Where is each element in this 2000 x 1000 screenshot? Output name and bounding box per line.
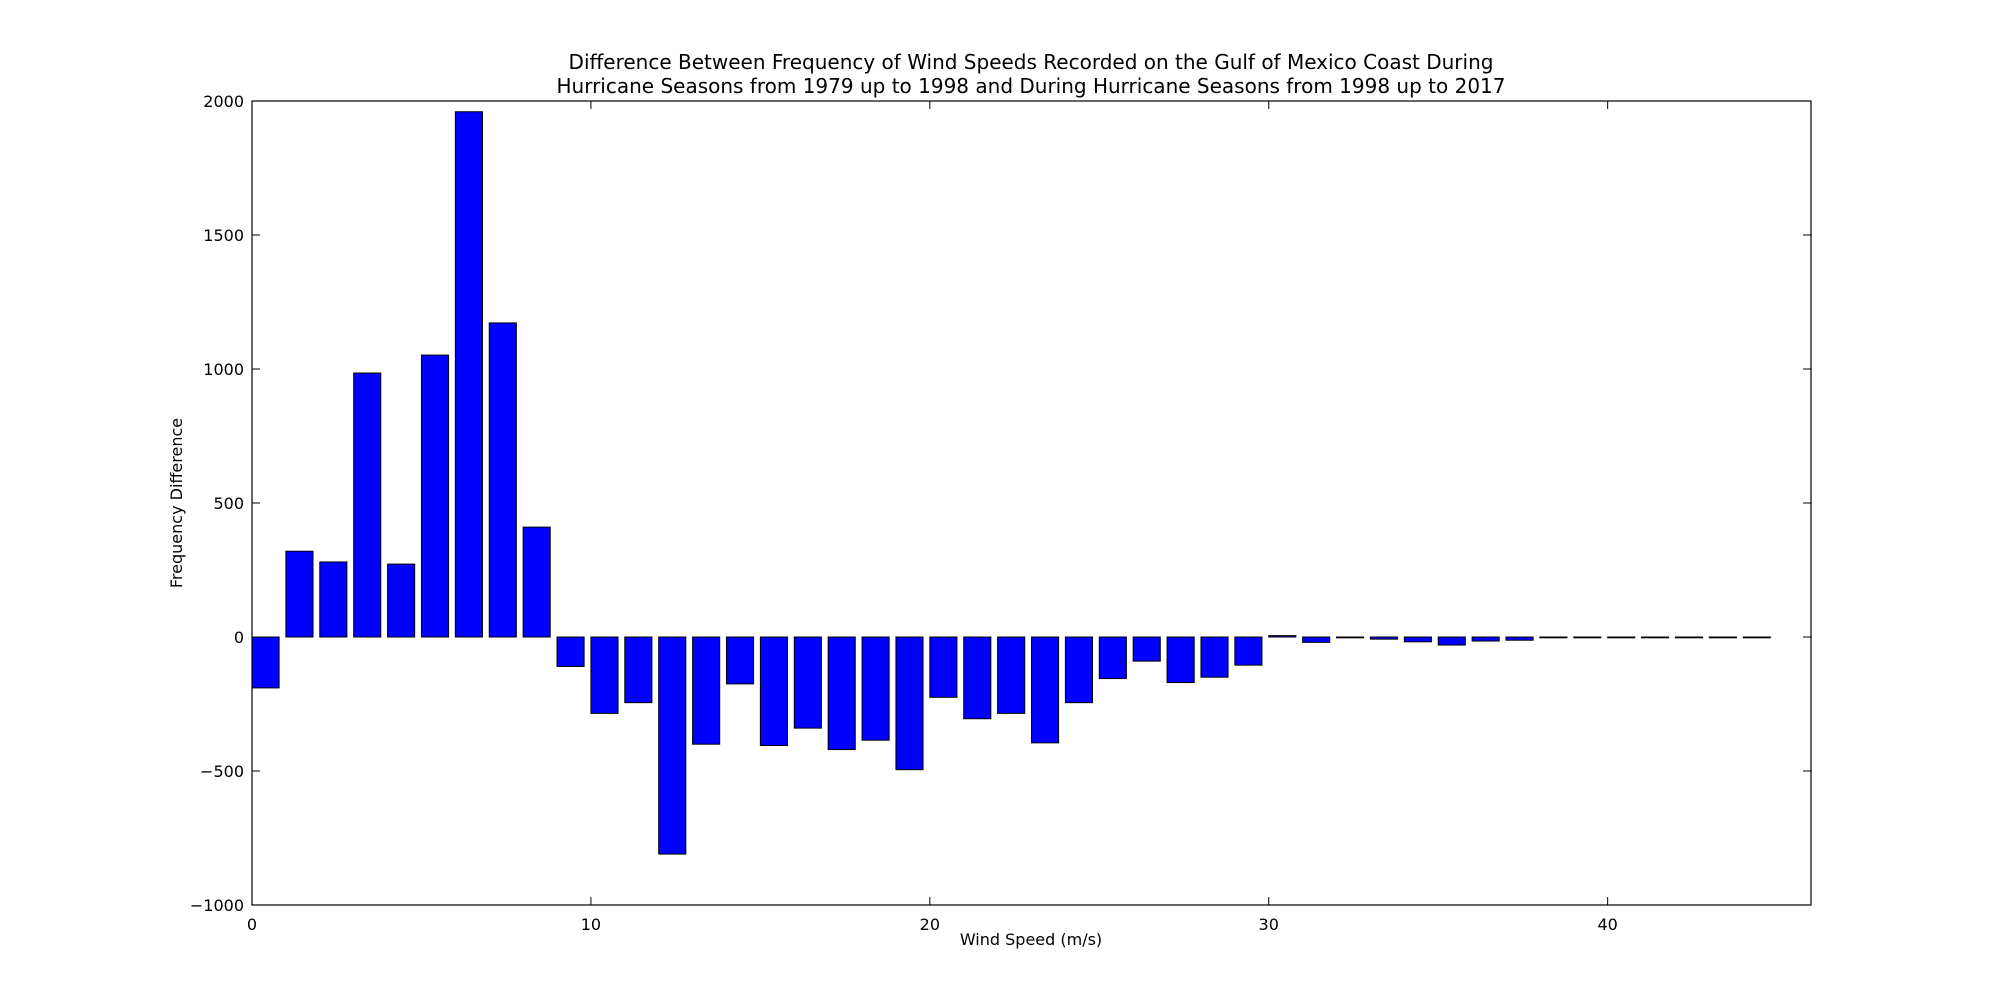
plot-area-frame: [251, 100, 1812, 906]
bar: [556, 636, 585, 667]
bar: [1607, 636, 1636, 639]
bar: [353, 372, 382, 638]
x-tick-label: 0: [247, 915, 257, 934]
bar: [590, 636, 619, 714]
bar: [1132, 636, 1161, 662]
bar: [1200, 636, 1229, 678]
bar: [827, 636, 856, 751]
x-tick-label: 30: [1259, 915, 1279, 934]
axis-ticks: [251, 100, 1811, 906]
bar: [997, 636, 1026, 714]
bar: [1166, 636, 1195, 684]
y-tick-label: 1500: [203, 226, 244, 245]
bar: [963, 636, 992, 720]
x-axis-label: Wind Speed (m/s): [960, 930, 1102, 949]
bar: [1539, 636, 1568, 639]
x-axis-tick-labels: 0 10 20 30 40: [247, 915, 1618, 934]
bar: [1708, 636, 1737, 639]
chart-title-line-2: Hurricane Seasons from 1979 up to 1998 a…: [556, 74, 1505, 98]
bar: [488, 322, 517, 638]
bar: [1573, 636, 1602, 639]
bar: [1369, 636, 1399, 640]
y-tick-label: 0: [234, 628, 244, 647]
y-tick-label: −1000: [190, 896, 244, 915]
bar: [319, 561, 348, 638]
bar: [420, 354, 450, 638]
bar: [1641, 636, 1670, 639]
bar: [1742, 636, 1771, 639]
bar: [793, 636, 822, 729]
chart-title-line-1: Difference Between Frequency of Wind Spe…: [569, 50, 1494, 74]
y-axis-label: Frequency Difference: [167, 418, 186, 588]
bar: [1336, 636, 1365, 639]
bar: [1437, 636, 1466, 646]
bar: [624, 636, 653, 704]
bar: [1471, 636, 1500, 642]
y-tick-label: 1000: [203, 360, 244, 379]
bar: [725, 636, 755, 685]
bar: [1302, 636, 1331, 643]
bar: [1031, 636, 1060, 744]
x-tick-label: 40: [1597, 915, 1617, 934]
bar: [285, 550, 314, 638]
x-tick-label: 20: [920, 915, 940, 934]
bar: [692, 636, 721, 745]
bar: [1268, 635, 1297, 638]
bar: [759, 636, 788, 747]
bar: [251, 636, 280, 689]
y-tick-label: 500: [213, 494, 244, 513]
y-axis-tick-labels: −1000 −500 0 500 1000 1500 2000: [190, 92, 244, 915]
bar: [895, 636, 924, 771]
bar: [522, 526, 551, 638]
x-tick-label: 10: [581, 915, 601, 934]
bar: [658, 636, 687, 855]
bar: [1403, 636, 1432, 643]
y-tick-label: 2000: [203, 92, 244, 111]
bar: [454, 111, 483, 638]
bar: [387, 563, 416, 638]
bar: [1064, 636, 1094, 704]
bar: [1098, 636, 1127, 680]
bar: [1234, 636, 1263, 666]
bar: [1674, 636, 1704, 639]
bar: [861, 636, 890, 741]
y-tick-label: −500: [200, 762, 244, 781]
bar: [929, 636, 958, 698]
bars-group: [251, 111, 1771, 855]
bar: [1505, 636, 1534, 641]
